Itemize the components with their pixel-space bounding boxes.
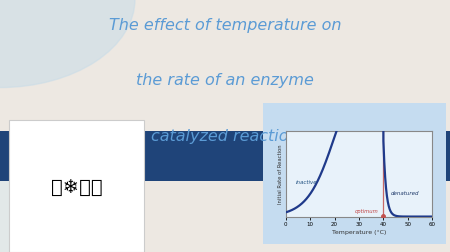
Text: catalyzed reaction: catalyzed reaction	[151, 129, 299, 143]
Ellipse shape	[0, 158, 79, 252]
Bar	[263, 103, 446, 244]
Text: denatured: denatured	[391, 191, 419, 196]
Y-axis label: Initial Rate of Reaction: Initial Rate of Reaction	[278, 144, 283, 204]
Text: 🌡️❄️🌡️🔥: 🌡️❄️🌡️🔥	[51, 177, 102, 196]
Text: inactive: inactive	[296, 179, 317, 184]
Text: the rate of an enzyme: the rate of an enzyme	[136, 73, 314, 88]
X-axis label: Temperature (°C): Temperature (°C)	[332, 229, 386, 234]
Bar	[0, 131, 450, 181]
Text: The effect of temperature on: The effect of temperature on	[109, 18, 341, 33]
Ellipse shape	[0, 0, 135, 88]
FancyBboxPatch shape	[9, 121, 144, 252]
Text: optimum: optimum	[355, 208, 378, 213]
